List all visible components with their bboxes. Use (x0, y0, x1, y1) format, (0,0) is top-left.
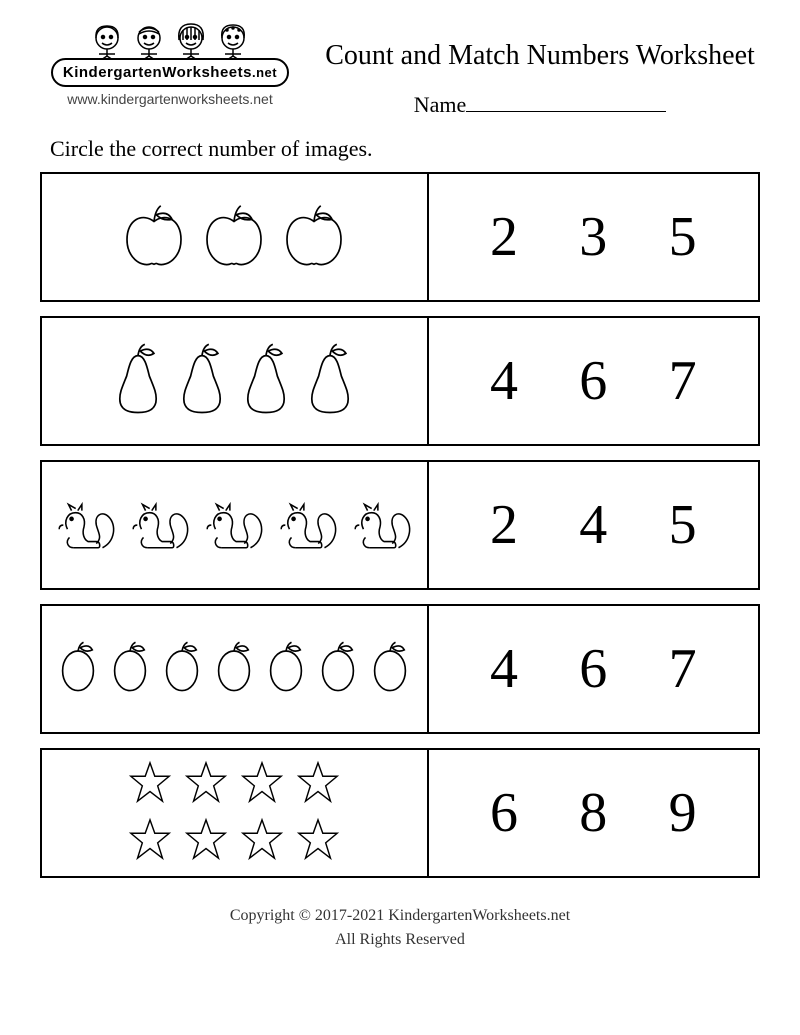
answer-choice[interactable]: 6 (579, 349, 607, 413)
lemon-icon (212, 640, 256, 698)
answer-choice[interactable]: 2 (490, 205, 518, 269)
apple-icon (198, 199, 270, 276)
name-field: Name (414, 90, 667, 118)
header: KindergartenWorksheets.net www.kindergar… (40, 20, 760, 118)
answer-choice[interactable]: 4 (490, 637, 518, 701)
answer-choice[interactable]: 3 (579, 205, 607, 269)
squirrel-icon (201, 490, 267, 561)
worksheet-rows: 235467245467689 (40, 172, 760, 878)
pear-icon (174, 342, 230, 420)
lemon-icon (160, 640, 204, 698)
copyright-text: Copyright © 2017-2021 KindergartenWorksh… (40, 904, 760, 928)
star-icon (183, 816, 229, 867)
squirrel-icon (349, 490, 415, 561)
worksheet-row: 689 (40, 748, 760, 878)
lemon-icon (108, 640, 152, 698)
star-icon (295, 816, 341, 867)
answer-choice[interactable]: 5 (669, 205, 697, 269)
worksheet-row: 467 (40, 604, 760, 734)
worksheet-row: 235 (40, 172, 760, 302)
lemon-icon (264, 640, 308, 698)
answer-choice[interactable]: 6 (579, 637, 607, 701)
answer-choice[interactable]: 4 (490, 349, 518, 413)
squirrel-icon (127, 490, 193, 561)
apple-icon (278, 199, 350, 276)
answer-choice[interactable]: 7 (669, 349, 697, 413)
rights-text: All Rights Reserved (40, 928, 760, 952)
lemon-icon (368, 640, 412, 698)
apple-icon (118, 199, 190, 276)
answer-choice[interactable]: 4 (579, 493, 607, 557)
name-blank-line[interactable] (466, 90, 666, 112)
footer: Copyright © 2017-2021 KindergartenWorksh… (40, 904, 760, 952)
page-title: Count and Match Numbers Worksheet (320, 40, 760, 72)
image-cell (42, 318, 429, 444)
star-icon (295, 759, 341, 810)
answer-choice[interactable]: 2 (490, 493, 518, 557)
logo-brand-suffix: .net (252, 65, 277, 80)
lemon-icon (316, 640, 360, 698)
star-icon (127, 816, 173, 867)
answer-choice[interactable]: 9 (669, 781, 697, 845)
star-icon (239, 759, 285, 810)
squirrel-icon (275, 490, 341, 561)
logo-url: www.kindergartenworksheets.net (67, 91, 272, 107)
star-icon (183, 759, 229, 810)
star-icon (239, 816, 285, 867)
answer-choice[interactable]: 7 (669, 637, 697, 701)
image-cell (42, 174, 429, 300)
answer-choice[interactable]: 5 (669, 493, 697, 557)
number-cell: 467 (429, 606, 758, 732)
logo-kids-icon (87, 20, 253, 60)
answer-choice[interactable]: 6 (490, 781, 518, 845)
number-cell: 235 (429, 174, 758, 300)
pear-icon (238, 342, 294, 420)
worksheet-row: 245 (40, 460, 760, 590)
pear-icon (110, 342, 166, 420)
number-cell: 689 (429, 750, 758, 876)
answer-choice[interactable]: 8 (579, 781, 607, 845)
logo-brand-text: KindergartenWorksheets (63, 64, 252, 81)
image-cell (42, 462, 429, 588)
image-cell (42, 750, 429, 876)
logo-banner: KindergartenWorksheets.net (51, 58, 289, 87)
lemon-icon (56, 640, 100, 698)
number-cell: 467 (429, 318, 758, 444)
name-label: Name (414, 92, 467, 117)
pear-icon (302, 342, 358, 420)
logo: KindergartenWorksheets.net www.kindergar… (40, 20, 300, 107)
star-icon (127, 759, 173, 810)
instruction-text: Circle the correct number of images. (50, 136, 760, 162)
worksheet-row: 467 (40, 316, 760, 446)
squirrel-icon (53, 490, 119, 561)
number-cell: 245 (429, 462, 758, 588)
image-cell (42, 606, 429, 732)
